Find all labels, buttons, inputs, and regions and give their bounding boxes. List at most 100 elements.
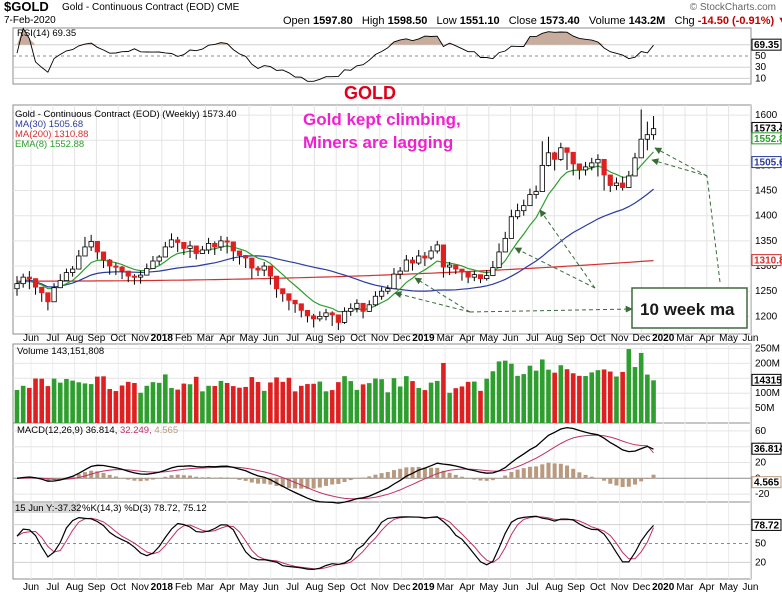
volume-bar bbox=[51, 378, 57, 423]
candle-body bbox=[181, 241, 187, 249]
annotation-arrow bbox=[469, 305, 633, 313]
candle-body bbox=[32, 278, 39, 288]
volume-bar bbox=[626, 349, 632, 423]
ticker-symbol[interactable]: $GOLD bbox=[4, 0, 49, 14]
price-tick-label: 1600 bbox=[755, 110, 778, 121]
macd-histogram-bar bbox=[132, 478, 137, 481]
x-tick-label: Apr bbox=[459, 333, 475, 344]
volume-bar bbox=[540, 359, 545, 423]
candle-body bbox=[243, 255, 249, 259]
volume-bar bbox=[255, 382, 261, 423]
stoch-tick-label: 20 bbox=[755, 557, 767, 568]
macd-histogram-bar bbox=[293, 478, 298, 489]
x-tick-label: Aug bbox=[306, 333, 324, 344]
source-credit[interactable]: © StockCharts.com bbox=[689, 2, 776, 13]
volume-bar bbox=[237, 387, 242, 423]
volume-bar bbox=[144, 385, 150, 423]
volume-bar bbox=[125, 381, 131, 423]
macd-histogram-bar bbox=[385, 472, 390, 479]
candle-body bbox=[144, 268, 150, 276]
macd-histogram-bar bbox=[565, 465, 570, 479]
macd-histogram-bar bbox=[268, 478, 273, 485]
candle-body bbox=[372, 295, 379, 306]
macd-histogram-bar bbox=[82, 472, 87, 479]
volume-bar bbox=[292, 391, 298, 423]
volume-bar bbox=[496, 361, 502, 423]
volume-bar bbox=[379, 379, 384, 423]
macd-histogram-bar bbox=[330, 478, 335, 485]
chart-header-row-2: 7-Feb-2020 Open 1597.80 High 1598.50 Low… bbox=[0, 14, 782, 28]
volume-bar bbox=[218, 380, 224, 423]
candle-body bbox=[607, 174, 613, 186]
rsi-tick-label: 10 bbox=[755, 73, 767, 84]
ema8-line bbox=[16, 151, 654, 313]
volume-bar bbox=[552, 372, 557, 423]
x-tick-label: Aug bbox=[66, 333, 84, 344]
candle-body bbox=[107, 259, 113, 267]
candle-body bbox=[162, 246, 168, 258]
annotation-line-2: Miners are lagging bbox=[303, 133, 453, 152]
volume-bar bbox=[509, 363, 514, 423]
rsi-last-box bbox=[751, 38, 782, 51]
x-tick-label-bottom: May bbox=[719, 582, 738, 593]
x-tick-label-bottom: Mar bbox=[676, 582, 694, 593]
volume-bar bbox=[175, 389, 180, 423]
volume-bar bbox=[323, 391, 329, 423]
candle-body bbox=[545, 152, 552, 166]
candle-body bbox=[626, 175, 632, 188]
candle-body bbox=[453, 264, 459, 270]
candle-body bbox=[230, 241, 236, 252]
macd-histogram-bar bbox=[200, 477, 205, 479]
macd-histogram-bar bbox=[249, 478, 254, 483]
candle-body bbox=[434, 244, 440, 252]
x-tick-label-bottom: Aug bbox=[66, 582, 84, 593]
chart-header-row-1: $GOLD Gold - Continuous Contract (EOD) C… bbox=[0, 0, 782, 14]
volume-bar bbox=[410, 381, 415, 423]
candle-body bbox=[409, 259, 416, 264]
annotation-box bbox=[631, 287, 748, 329]
candle-body bbox=[212, 243, 218, 248]
candle-body bbox=[638, 138, 644, 159]
price-last-value-box bbox=[751, 156, 782, 169]
candle-body bbox=[471, 274, 477, 278]
rsi-last-label: 69.35 bbox=[754, 40, 779, 51]
candle-body bbox=[311, 315, 317, 320]
volume-bar bbox=[95, 376, 100, 423]
x-tick-label-bottom: Jul bbox=[46, 582, 59, 593]
candle-body bbox=[335, 314, 341, 323]
x-tick-label: Jul bbox=[46, 333, 59, 344]
x-tick-label-bottom: Aug bbox=[306, 582, 324, 593]
volume-bar bbox=[224, 382, 230, 423]
macd-histogram-bar bbox=[521, 468, 526, 479]
candle-body bbox=[131, 275, 138, 278]
x-tick-label: Jul bbox=[286, 333, 299, 344]
candle-body bbox=[496, 251, 502, 268]
rsi-line bbox=[16, 27, 654, 82]
x-tick-label: Jul bbox=[526, 333, 539, 344]
x-tick-label-bottom: Jul bbox=[526, 582, 539, 593]
candle-body bbox=[292, 299, 298, 305]
panel-frame-stoch bbox=[12, 501, 752, 580]
rsi-tick-label: 50 bbox=[755, 51, 767, 62]
volume-bar bbox=[317, 381, 323, 423]
x-tick-label: May bbox=[479, 333, 498, 344]
macd-histogram-bar bbox=[558, 463, 563, 479]
macd-histogram-bar bbox=[107, 474, 112, 479]
candle-body bbox=[193, 245, 199, 254]
volume-tick-label: 250M bbox=[755, 343, 780, 354]
candle-body bbox=[298, 303, 304, 311]
x-tick-label-bottom: Sep bbox=[88, 582, 106, 593]
ohlc-readout: Open 1597.80 High 1598.50 Low 1551.10 Cl… bbox=[283, 15, 782, 27]
candle-body bbox=[348, 307, 354, 312]
price-tick-label: 1350 bbox=[755, 236, 778, 247]
candle-body bbox=[508, 216, 515, 239]
candle-body bbox=[576, 163, 582, 171]
candle-body bbox=[63, 272, 70, 282]
x-tick-label-bottom: Oct bbox=[350, 582, 366, 593]
macd-histogram-bar bbox=[138, 478, 143, 482]
volume-tick-label: 50M bbox=[755, 403, 774, 414]
macd-histogram-bar bbox=[194, 476, 199, 479]
candle-body bbox=[236, 250, 243, 256]
macd-histogram-bar bbox=[256, 478, 261, 484]
